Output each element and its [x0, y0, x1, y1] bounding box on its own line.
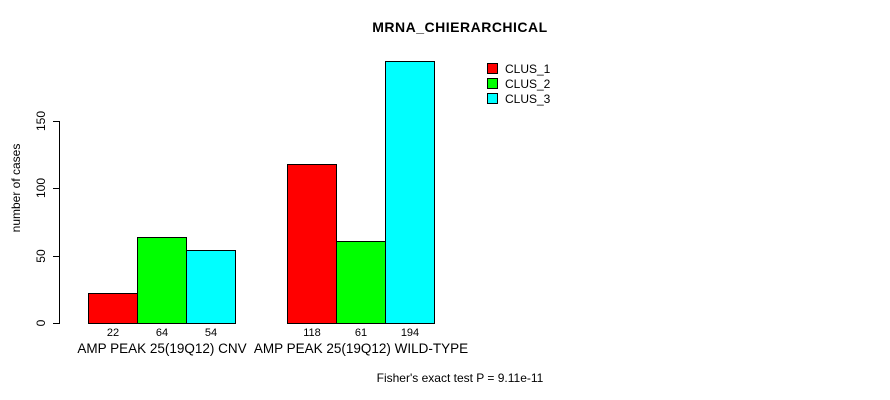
category-label: AMP PEAK 25(19Q12) CNV	[77, 341, 247, 356]
bar-value-label: 22	[106, 327, 120, 339]
y-tick-mark	[53, 255, 59, 257]
legend-label: CLUS_3	[505, 91, 551, 106]
bar-clus_1-group2	[287, 164, 337, 324]
bar-clus_2-group2	[336, 241, 386, 324]
y-axis-label: number of cases	[9, 143, 23, 233]
legend-label: CLUS_1	[505, 61, 551, 76]
y-axis-line	[59, 120, 60, 324]
y-tick-label: 50	[34, 248, 48, 263]
legend-swatch-icon	[487, 78, 498, 89]
bar-clus_1-group1	[88, 293, 138, 324]
y-tick-mark	[53, 188, 59, 189]
fisher-test-annotation: Fisher's exact test P = 9.11e-11	[376, 371, 544, 385]
legend-item-clus_2: CLUS_2	[487, 76, 550, 91]
bar-clus_3-group2	[385, 61, 435, 324]
legend-label: CLUS_2	[505, 76, 551, 91]
y-tick-label: 0	[34, 319, 48, 327]
legend-swatch-icon	[487, 63, 498, 74]
bar-value-label: 118	[303, 327, 321, 339]
bar-value-label: 64	[155, 327, 169, 339]
legend-item-clus_3: CLUS_3	[487, 91, 550, 106]
bar-value-label: 54	[204, 327, 218, 339]
bar-clus_3-group1	[186, 250, 236, 324]
legend-swatch-icon	[487, 93, 498, 104]
category-label: AMP PEAK 25(19Q12) WILD-TYPE	[253, 341, 469, 356]
bar-value-label: 194	[400, 327, 420, 339]
y-tick-mark	[53, 120, 59, 122]
legend-item-clus_1: CLUS_1	[487, 61, 550, 76]
chart-title: MRNA_CHIERARCHICAL	[372, 19, 548, 35]
bar-value-label: 61	[354, 327, 368, 339]
bar-clus_2-group1	[137, 237, 187, 324]
y-tick-label: 150	[34, 110, 48, 131]
y-tick-mark	[53, 323, 59, 324]
legend: CLUS_1 CLUS_2 CLUS_3	[487, 61, 550, 106]
y-tick-label: 100	[34, 177, 48, 199]
